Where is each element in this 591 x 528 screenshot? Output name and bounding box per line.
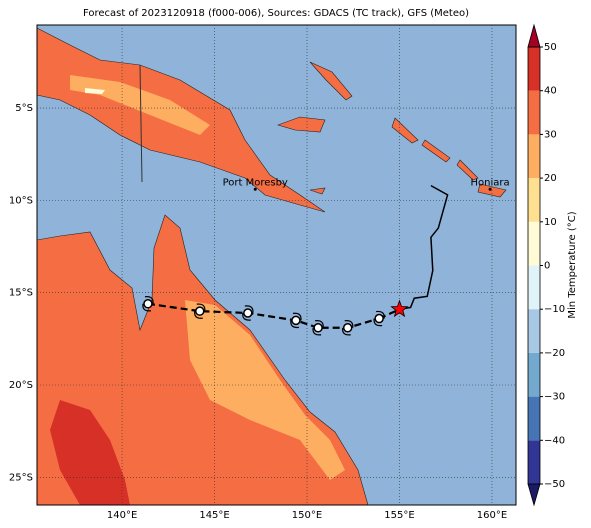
colorbar-label: Min Temperature (°C) [567, 211, 578, 318]
colorbar-tick-label: 0 [544, 261, 550, 272]
y-tick-label: 25°S [9, 472, 33, 483]
y-tick-label: 15°S [9, 288, 33, 299]
colorbar-tick-label: −10 [544, 304, 565, 315]
x-tick-label: 160°E [477, 510, 507, 521]
colorbar-tick-label: 50 [544, 42, 557, 53]
cyclone-symbol-arm [242, 305, 254, 321]
forecast-point [143, 299, 153, 309]
x-tick-label: 140°E [107, 510, 137, 521]
colorbar-segment [528, 309, 540, 353]
observed-track [399, 184, 449, 311]
y-tick-label: 10°S [9, 195, 33, 206]
colorbar-tick-label: 20 [544, 173, 557, 184]
x-tick-label: 150°E [292, 510, 322, 521]
colorbar-tick-label: −30 [544, 392, 565, 403]
cyclone-symbol-arm [290, 312, 302, 329]
colorbar-over [527, 23, 541, 48]
colorbar-under [527, 483, 541, 507]
x-tick-label: 155°E [384, 510, 414, 521]
colorbar-segment [528, 396, 540, 441]
cyclone-symbol-arm [312, 320, 324, 336]
place-dot [253, 187, 257, 191]
forecast-point [194, 306, 205, 316]
map-title: Forecast of 2023120918 (f000-006), Sourc… [83, 8, 469, 19]
colorbar-tick-label: −50 [544, 479, 565, 490]
map-frame [36, 24, 517, 506]
colorbar-tick-label: −20 [544, 348, 565, 359]
current-position [390, 299, 409, 318]
cyclone-symbol-arm [194, 303, 206, 319]
cyclone-symbol-arm [373, 310, 385, 327]
colorbar-segment [528, 90, 540, 135]
place-label: Port Moresby [223, 177, 288, 188]
cyclone-symbol-arm [142, 296, 154, 312]
place-dot [488, 187, 492, 191]
place-label: Honiara [471, 177, 510, 188]
y-tick-label: 5°S [15, 103, 33, 114]
forecast-point [313, 323, 323, 333]
colorbar-segment [528, 352, 540, 397]
colorbar-segment [528, 178, 540, 222]
colorbar-tick-label: −40 [544, 435, 565, 446]
colorbar-segment [528, 47, 540, 91]
colorbar-segment [528, 265, 540, 310]
colorbar-tick-label: 40 [544, 86, 557, 97]
forecast-point [342, 323, 353, 333]
colorbar-segment [528, 134, 540, 179]
cyclone-symbol-arm [342, 320, 354, 336]
colorbar-segment [528, 221, 540, 266]
colorbar-tick-label: 30 [544, 129, 557, 140]
forecast-point [374, 313, 384, 324]
land [36, 27, 507, 506]
colorbar-segment [528, 440, 540, 484]
forecast-point [291, 315, 301, 326]
colorbar-tick-label: 10 [544, 217, 557, 228]
y-tick-label: 20°S [9, 380, 33, 391]
forecast-point [243, 308, 253, 318]
x-tick-label: 145°E [199, 510, 229, 521]
